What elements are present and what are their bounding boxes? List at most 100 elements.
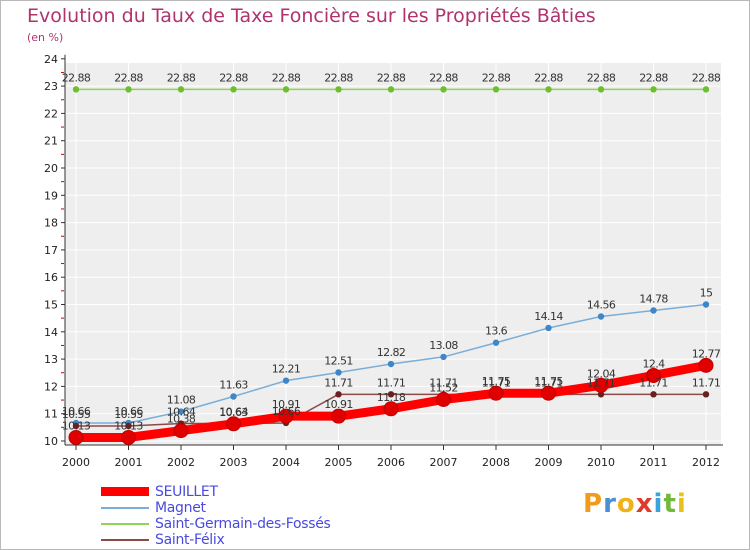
data-point-saint-germain-des-fosses — [125, 86, 132, 93]
y-tick-label: 20 — [44, 162, 58, 175]
data-label-saint-germain-des-fosses: 22.88 — [692, 71, 721, 84]
data-label-saint-felix: 11.71 — [534, 376, 563, 389]
x-tick-label: 2002 — [167, 456, 195, 469]
data-point-magnet — [597, 313, 605, 320]
data-label-saint-germain-des-fosses: 22.88 — [167, 71, 196, 84]
data-label-magnet: 13.6 — [485, 325, 508, 338]
legend-swatch-magnet — [101, 507, 149, 509]
data-label-seuillet: 10.91 — [272, 398, 301, 411]
legend-label: Saint-Félix — [155, 532, 225, 548]
data-point-seuillet — [698, 357, 714, 373]
data-label-saint-germain-des-fosses: 22.88 — [219, 71, 248, 84]
x-tick-label: 2010 — [587, 456, 615, 469]
legend-swatch-saint-felix — [101, 539, 149, 541]
legend-item[interactable]: SEUILLET — [101, 484, 431, 501]
data-label-saint-felix: 11.71 — [692, 376, 721, 389]
y-tick-label: 14 — [44, 326, 58, 339]
y-tick-label: 16 — [44, 271, 58, 284]
data-label-saint-felix: 10.55 — [114, 408, 143, 421]
data-label-seuillet: 10.91 — [324, 398, 353, 411]
data-point-seuillet — [331, 408, 346, 424]
proxiti-logo: Proxiti — [583, 489, 687, 519]
data-label-seuillet: 12.4 — [642, 357, 665, 370]
data-point-magnet — [545, 324, 552, 332]
data-label-magnet: 12.51 — [324, 354, 353, 367]
logo-letter: x — [635, 489, 654, 519]
data-label-layer: 22.88 22.88 22.88 22.88 22.88 22.88 22.88 22.88… — [62, 71, 722, 432]
data-label-saint-felix: 10.66 — [272, 405, 301, 418]
y-tick-label: 10 — [44, 435, 58, 448]
data-label-seuillet: 10.13 — [114, 419, 143, 432]
chart-title: Evolution du Taux de Taxe Foncière sur l… — [27, 5, 596, 27]
legend-label: SEUILLET — [155, 484, 218, 500]
y-tick-label: 23 — [44, 80, 58, 93]
data-point-saint-felix — [387, 391, 395, 398]
data-point-saint-felix — [335, 391, 342, 398]
grid-layer — [65, 58, 721, 445]
data-label-seuillet: 11.52 — [429, 382, 458, 395]
logo-letter: i — [676, 489, 687, 519]
data-point-saint-germain-des-fosses — [440, 86, 447, 93]
legend-item[interactable]: Magnet — [101, 500, 431, 517]
data-label-seuillet: 12.77 — [692, 347, 721, 360]
x-tick-label: 2012 — [692, 456, 720, 469]
legend-swatch-seuillet — [101, 487, 149, 496]
data-point-saint-germain-des-fosses — [177, 86, 185, 93]
data-point-seuillet — [278, 408, 294, 424]
data-label-seuillet: 10.13 — [62, 419, 91, 432]
series-layer — [68, 86, 714, 445]
data-point-saint-felix — [597, 391, 605, 398]
data-label-magnet: 12.82 — [377, 346, 406, 359]
y-tick-label: 12 — [44, 380, 58, 393]
data-label-magnet: 14.56 — [587, 299, 616, 312]
data-label-saint-germain-des-fosses: 22.88 — [324, 71, 353, 84]
legend-item[interactable]: Saint-Félix — [101, 532, 431, 549]
data-point-saint-felix — [650, 391, 657, 398]
data-label-saint-felix: 10.55 — [62, 408, 91, 421]
data-label-magnet: 10.66 — [114, 405, 143, 418]
data-point-saint-germain-des-fosses — [650, 86, 657, 93]
legend: SEUILLET Magnet Saint-Germain-des-Fossés… — [101, 484, 431, 549]
data-point-saint-felix — [72, 422, 80, 430]
data-label-magnet: 11.08 — [167, 394, 196, 407]
data-point-saint-germain-des-fosses — [545, 86, 552, 93]
data-point-saint-felix — [702, 391, 710, 398]
legend-label: Magnet — [155, 500, 206, 516]
data-point-seuillet — [121, 429, 136, 445]
y-tick-label: 24 — [44, 53, 58, 66]
data-label-seuillet: 11.75 — [482, 375, 511, 388]
data-point-seuillet — [488, 385, 504, 401]
y-tick-label: 21 — [44, 135, 58, 148]
legend-item[interactable]: Saint-Germain-des-Fossés — [101, 516, 431, 533]
data-label-seuillet: 12.04 — [587, 367, 616, 380]
data-point-seuillet — [226, 416, 241, 432]
axis-layer: 10 11 12 13 14 15 16 17 18 19 20 21 22 23 24 2000 2001 20… — [44, 53, 723, 469]
data-label-saint-felix: 11.71 — [324, 376, 353, 389]
data-label-saint-felix: 11.71 — [377, 376, 406, 389]
data-label-saint-felix: 11.71 — [587, 376, 616, 389]
x-tick-label: 2009 — [535, 456, 563, 469]
legend-label: Saint-Germain-des-Fossés — [155, 516, 331, 532]
data-point-saint-germain-des-fosses — [72, 86, 80, 93]
data-point-saint-germain-des-fosses — [597, 86, 605, 93]
data-label-saint-germain-des-fosses: 22.88 — [377, 71, 406, 84]
data-point-saint-germain-des-fosses — [335, 86, 342, 93]
data-label-magnet: 14.78 — [639, 293, 668, 306]
data-label-seuillet: 10.63 — [219, 406, 248, 419]
x-tick-label: 2004 — [272, 456, 300, 469]
data-label-saint-germain-des-fosses: 22.88 — [587, 71, 616, 84]
data-point-saint-germain-des-fosses — [282, 86, 290, 93]
y-tick-label: 13 — [44, 353, 58, 366]
data-point-magnet — [440, 353, 447, 361]
data-label-saint-germain-des-fosses: 22.88 — [639, 71, 668, 84]
logo-letter: P — [583, 489, 604, 519]
data-point-magnet — [387, 360, 395, 368]
y-tick-label: 19 — [44, 189, 58, 202]
data-label-saint-germain-des-fosses: 22.88 — [482, 71, 511, 84]
y-tick-label: 18 — [44, 217, 58, 230]
x-tick-label: 2008 — [482, 456, 510, 469]
logo-letter: i — [653, 489, 664, 519]
logo-letter: r — [603, 489, 617, 519]
